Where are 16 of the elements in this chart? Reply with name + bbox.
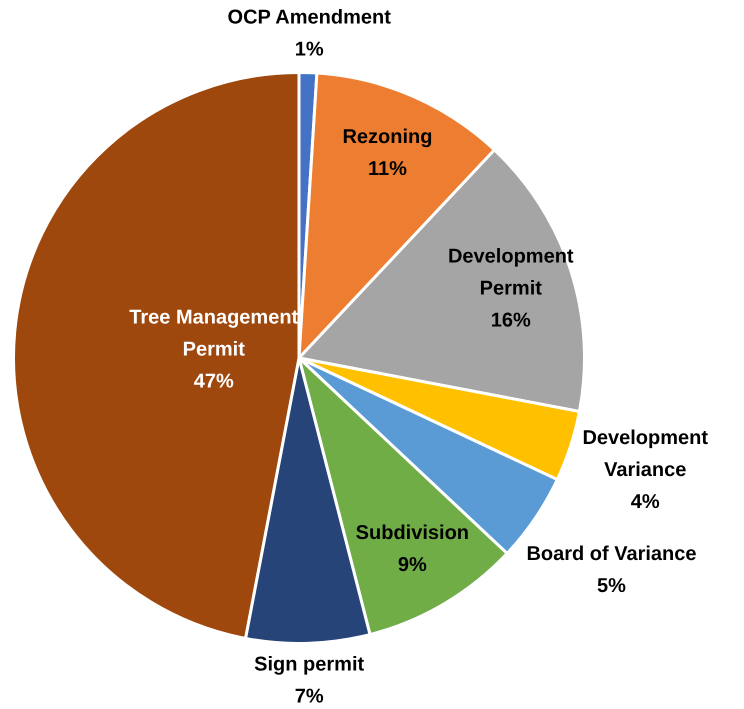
data-label: 7%: [294, 686, 324, 708]
data-label: 5%: [597, 574, 626, 597]
slice-label: Rezoning: [342, 126, 432, 148]
slice-label: Board of Variance: [526, 542, 697, 565]
slice-label: Sign permit: [254, 654, 364, 676]
data-label: 9%: [398, 554, 428, 576]
data-label: 11%: [368, 158, 408, 180]
slice-label: Development Permit: [448, 246, 574, 300]
data-label: 47%: [194, 370, 234, 392]
data-label: 4%: [630, 491, 660, 514]
slice-label: OCP Amendment: [228, 6, 392, 29]
slice-label: Tree Management Permit: [129, 306, 299, 360]
slice-label: Subdivision: [356, 522, 470, 544]
data-label: 16%: [490, 310, 532, 332]
data-label: 1%: [294, 38, 324, 61]
slice-label: Development Variance: [582, 427, 708, 482]
